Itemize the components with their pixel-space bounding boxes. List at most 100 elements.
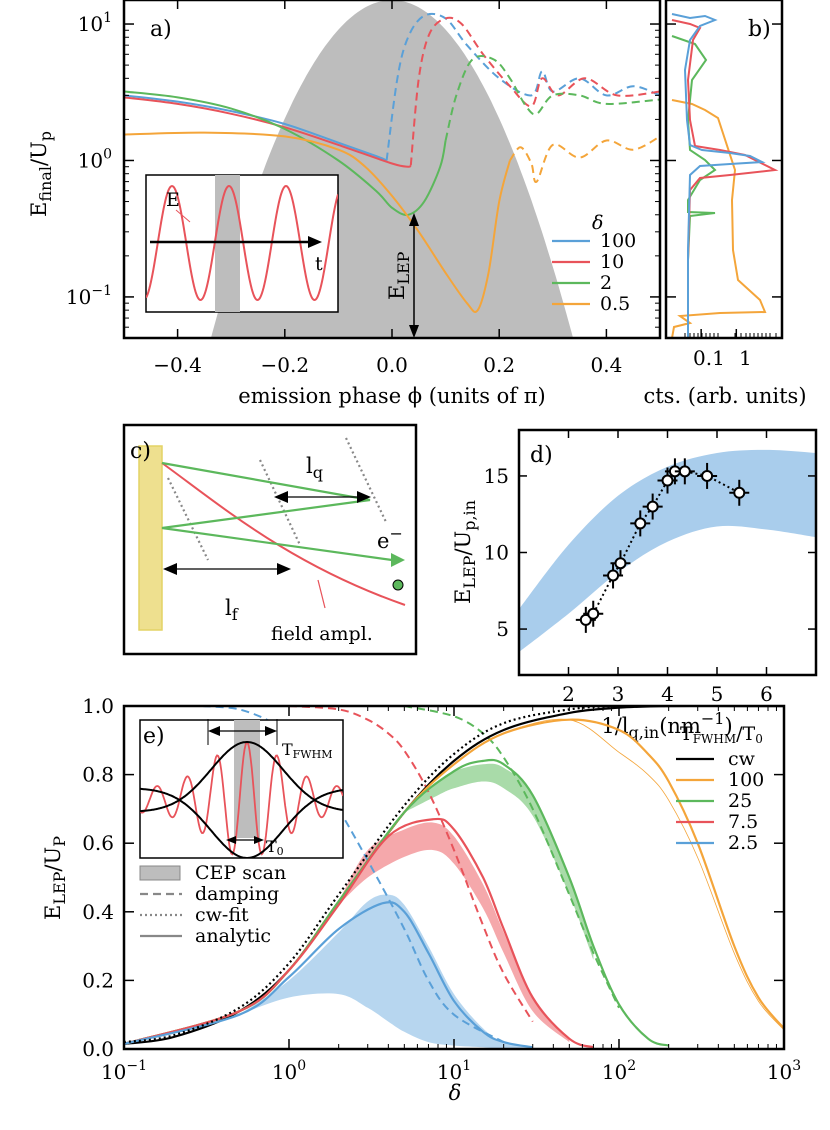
inset-cosine-wave [146,184,338,302]
data-connecting-line [585,470,740,621]
curve-7.5 [124,817,594,1049]
panel-d-ticks: 2 3 4 5 6 5 10 15 [484,430,816,706]
panel-b-xtick-1: 1 [739,346,752,370]
inset-t-label: t [315,253,323,275]
panel-a-inset: E t [145,174,339,313]
d-x-tick-label: 4 [661,682,674,706]
e-legend-label-2.5: 2.5 [728,832,758,854]
e-x-tick-label: 101 [437,1058,471,1084]
emitter-tip [138,445,163,631]
y-tick-label: 101 [78,10,112,36]
x-tick-label: −0.4 [153,353,202,377]
style-legend-analytic: analytic [195,925,271,947]
histogram-delta-100 [671,13,766,338]
inset-shaded-region [215,175,240,312]
y-tick-label: 100 [78,146,112,172]
panel-e-ticks: 10−1 100 101 102 103 0.0 0.2 0.4 0.6 0.8 1.0 [82,694,801,1084]
panel-c: c) lq lf e− field ampl. [122,423,418,656]
dotted-wavefronts [167,437,387,561]
lq-label: lq [306,454,323,482]
d-y-tick-label: 15 [484,464,509,488]
panel-e-xlabel: δ [449,1081,462,1105]
lq-arrow [274,491,371,503]
elep-arrow [409,213,419,338]
style-legend-damping: damping [195,883,279,905]
field-amplitude-curve [161,462,406,606]
panel-d-xlabel: 1/lq,in(nm−1) [601,709,732,742]
d-x-tick-label: 2 [562,682,575,706]
style-legend-band [139,865,181,881]
panel-a-ylabel: Efinal/Up [27,131,55,217]
cep-band-25 [404,763,594,960]
cep-band-2.5 [239,894,533,1049]
d-y-tick-label: 5 [496,617,509,641]
inset-time-arrow [308,236,322,248]
model-band [519,449,816,652]
inset-e-wave [140,741,343,856]
style-legend-cep: CEP scan [195,862,286,884]
style-legend-cwfit: cw-fit [195,904,249,926]
panel-b-label: b) [748,17,771,42]
panel-b-curves [671,13,779,338]
inset-e-label: E [166,189,180,211]
inset-field-wave [146,184,338,302]
legend-label-100: 100 [600,230,636,252]
cep-scan-bands [239,763,594,1049]
inset-tfwhm-label: TFWHM [282,740,332,761]
d-y-tick-label: 10 [484,541,509,565]
panel-d-ylabel: ELEP/Up,in [451,500,479,604]
panel-b-frame [664,0,784,340]
histogram-delta-10 [671,19,779,338]
e-legend-label-7.5: 7.5 [728,811,758,833]
curve-delta-2-dashed [444,55,660,141]
x-tick-label: 0.4 [590,353,622,377]
panel-e-label: e) [143,724,165,749]
data-point [614,557,627,570]
d-x-tick-label: 3 [612,682,625,706]
inset-t0-arrow [226,836,264,844]
panel-a-curves [124,12,660,314]
panel-b: b) 0.1 1 cts. (arb. units) [643,0,807,408]
x-tick-label: −0.2 [261,353,310,377]
panel-a-xlabel: emission phase ϕ (units of π) [238,384,545,408]
legend-title-tfwhm: TFWHM/T0 [680,723,763,746]
electron-trajectory [161,461,393,562]
panel-b-xlabel: cts. (arb. units) [643,384,806,408]
panel-d-points [575,458,750,633]
e-legend-label-100: 100 [728,769,764,791]
legend-label-10: 10 [600,251,624,273]
data-point [733,486,746,499]
panel-e: 10−1 100 101 102 103 0.0 0.2 0.4 0.6 0.8 1.0 δ ELE… [41,694,801,1105]
legend-label-0.5: 0.5 [600,293,630,315]
curve-delta-2-solid [124,90,447,216]
y-tick-label: 10−1 [66,283,112,309]
panel-e-style-legend: CEP scan damping cw-fit analytic [139,862,286,947]
damping-7.5 [288,706,534,1023]
lf-label: lf [225,596,239,624]
panel-c-label: c) [130,439,151,464]
panel-a-y-ticks: 101 100 10−1 [66,10,660,328]
cw-fit-curve [124,706,669,1044]
curve-delta-10-dashed [409,16,660,166]
e-y-tick-label: 0.4 [82,900,114,924]
curve-2.5 [124,901,533,1049]
e-y-tick-label: 0.6 [82,831,114,855]
legend-label-2: 2 [600,272,612,294]
panel-a-x-ticks: −0.4 −0.2 0.0 0.2 0.4 [153,0,622,377]
e-y-tick-label: 0.8 [82,763,114,787]
curve-delta-0.5-dashed [509,135,660,183]
lf-arrow [163,563,291,575]
curve-delta-100-solid [124,94,388,162]
curve-delta-10-solid [124,96,412,168]
e-x-tick-label: 102 [602,1058,636,1084]
e-x-tick-label: 100 [272,1058,306,1084]
histogram-delta-0.5 [671,99,767,338]
data-point [634,517,647,530]
e-y-tick-label: 0.2 [82,968,114,992]
histogram-delta-2 [671,35,717,338]
panel-a-label: a) [150,17,172,42]
damping-25 [404,706,620,1009]
e-x-tick-label: 10−1 [101,1058,147,1084]
